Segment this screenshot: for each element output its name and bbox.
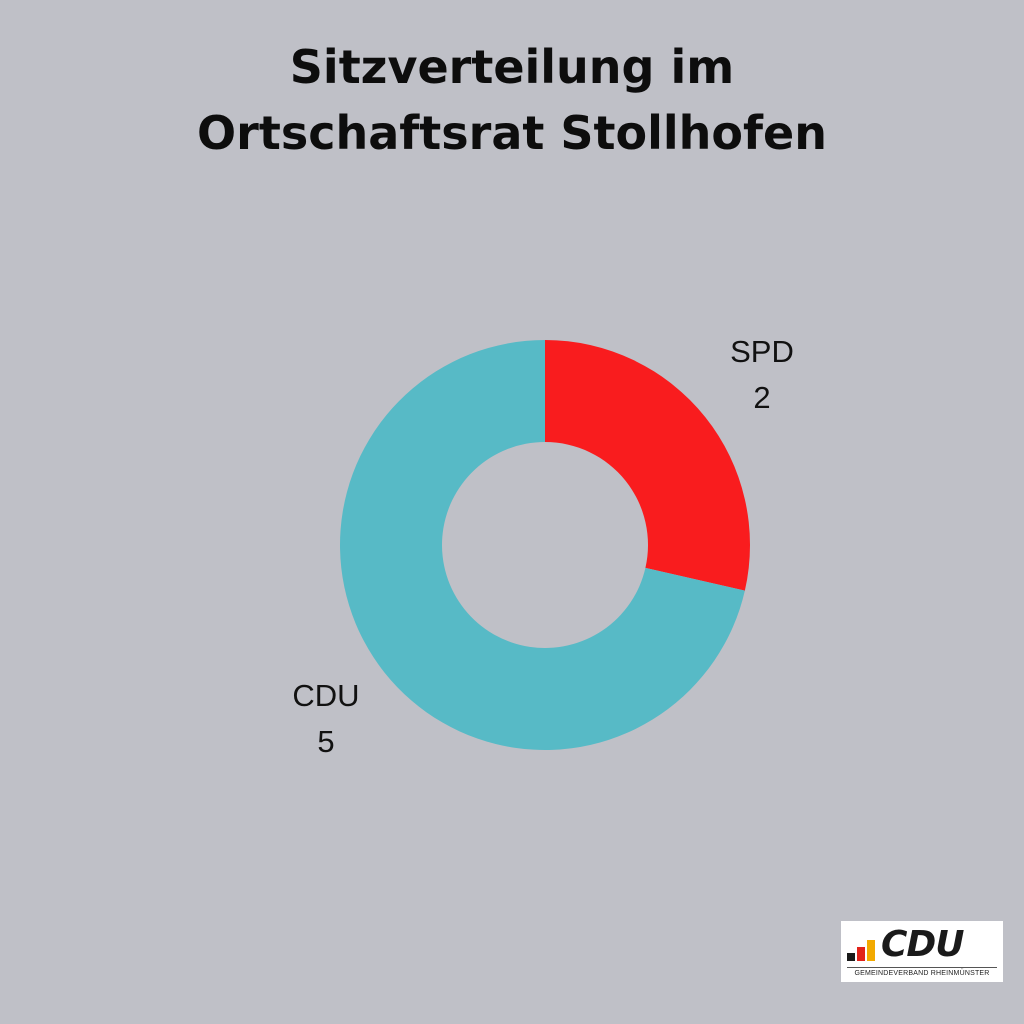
logo-bar-3 (867, 940, 875, 961)
slice-spd (545, 340, 750, 591)
logo-subtitle: GEMEINDEVERBAND RHEINMÜNSTER (854, 970, 990, 977)
slice-label-cdu: CDU (292, 678, 359, 713)
chart-title-line-2: Ortschaftsrat Stollhofen (197, 106, 827, 160)
slice-label-spd: SPD (730, 334, 794, 369)
slice-value-cdu: 5 (317, 724, 334, 759)
slice-value-spd: 2 (753, 380, 770, 415)
logo-wordmark: CDU (881, 924, 965, 965)
chart-title: Sitzverteilung im Ortschaftsrat Stollhof… (0, 34, 1024, 166)
logo-bar-2 (857, 947, 865, 961)
logo-bars-icon (847, 940, 875, 961)
chart-title-line-1: Sitzverteilung im (289, 40, 735, 94)
logo-divider (847, 967, 997, 968)
logo-bar-1 (847, 953, 855, 961)
slice-cdu (340, 339, 745, 750)
cdu-logo: CDU GEMEINDEVERBAND RHEINMÜNSTER (841, 921, 1003, 982)
